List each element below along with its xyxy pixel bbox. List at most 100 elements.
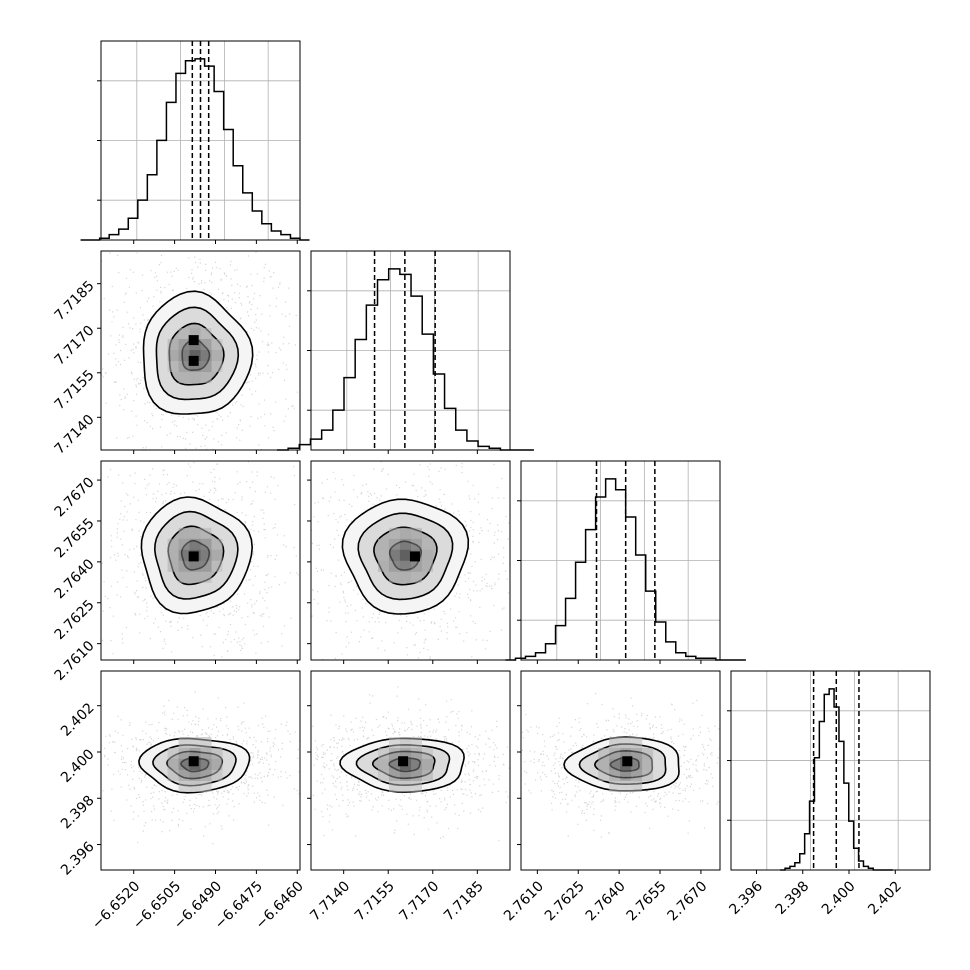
contour-line xyxy=(578,743,667,786)
density-cell xyxy=(410,527,422,539)
y-tick-label: 2.400 xyxy=(58,746,98,786)
density-cell xyxy=(178,571,190,583)
panel-contents xyxy=(311,686,510,842)
x-tick-label: 7.7155 xyxy=(352,878,398,924)
density-peak-cell xyxy=(188,355,199,366)
density-cell xyxy=(421,538,433,550)
density-cell xyxy=(388,747,400,759)
density-cell xyxy=(410,571,422,583)
panel-frame xyxy=(730,670,931,871)
density-peak-cell xyxy=(622,756,633,767)
density-cell xyxy=(631,780,643,792)
density-cell xyxy=(388,549,400,561)
density-cell xyxy=(167,538,179,550)
density-cell xyxy=(399,571,411,583)
x-tick-label: 2.7640 xyxy=(583,878,629,924)
panel-contents xyxy=(101,461,299,660)
density-cell xyxy=(200,538,212,550)
histogram-panel-p2 xyxy=(505,460,746,664)
x-tick-label: 2.7655 xyxy=(624,878,670,924)
density-cell xyxy=(178,339,190,351)
density-cell xyxy=(609,780,621,792)
density-cell xyxy=(167,339,179,351)
density-cell xyxy=(211,339,223,351)
density-cell xyxy=(399,560,411,572)
density-cell xyxy=(189,769,201,781)
x-tick-label: 2.396 xyxy=(726,878,766,918)
density-cell xyxy=(200,549,212,561)
density-cell xyxy=(388,758,400,770)
contour-line xyxy=(357,512,454,601)
y-tick-label: 2.7625 xyxy=(52,597,98,643)
density-cell xyxy=(399,736,411,748)
density-cell xyxy=(620,747,632,759)
density-cell xyxy=(189,361,201,373)
density-cell xyxy=(620,769,632,781)
x-tick-label: 2.7670 xyxy=(665,878,711,924)
y-tick-label: 2.398 xyxy=(58,793,98,833)
y-tick-label: 2.396 xyxy=(58,839,98,879)
density-cell xyxy=(631,769,643,781)
density-cell xyxy=(631,758,643,770)
panel-contents xyxy=(101,251,298,450)
y-tick-label: 7.7170 xyxy=(52,323,98,369)
density-cell xyxy=(620,780,632,792)
density-cell xyxy=(410,780,422,792)
density-cell xyxy=(421,560,433,572)
x-tick-label: 2.7625 xyxy=(542,878,588,924)
density-cell xyxy=(421,758,433,770)
x-tick-label: 7.7185 xyxy=(441,878,487,924)
density-cell xyxy=(377,549,389,561)
density-cell xyxy=(377,747,389,759)
contour-line xyxy=(142,290,254,415)
density-cell xyxy=(200,747,212,759)
contour-line xyxy=(153,510,239,600)
density-cell xyxy=(410,736,422,748)
contour-line xyxy=(152,744,237,787)
density-cell xyxy=(200,527,212,539)
y-tick-label: 7.7185 xyxy=(52,278,98,324)
density-cell xyxy=(598,747,610,759)
density-cell xyxy=(200,372,212,384)
density-cell xyxy=(388,538,400,550)
y-tick-label: 2.7655 xyxy=(52,515,98,561)
density-cell xyxy=(189,328,201,340)
density-cell xyxy=(642,747,654,759)
density-cell xyxy=(178,736,190,748)
density-peak-cell xyxy=(188,335,199,346)
density-cell xyxy=(200,769,212,781)
density-cell xyxy=(200,571,212,583)
panel-frame xyxy=(100,460,301,661)
density-cell xyxy=(200,780,212,792)
density-cell xyxy=(598,769,610,781)
density-cell xyxy=(388,780,400,792)
panel-frame xyxy=(310,670,511,871)
density-cell xyxy=(410,769,422,781)
density-cell xyxy=(211,758,223,770)
density-cell xyxy=(388,527,400,539)
density-cell xyxy=(410,560,422,572)
density-cell xyxy=(178,361,190,373)
density-cell xyxy=(377,538,389,550)
density-cell xyxy=(609,736,621,748)
density-cell xyxy=(200,758,212,770)
density-peak-cell xyxy=(188,551,199,562)
density-cell xyxy=(421,549,433,561)
density-cell xyxy=(609,769,621,781)
x-tick-label: 2.398 xyxy=(773,878,813,918)
density-peak-cell xyxy=(398,756,409,767)
density-cell xyxy=(167,350,179,362)
density-cell xyxy=(598,758,610,770)
x-tick-label: 2.7610 xyxy=(501,878,547,924)
density-cell xyxy=(399,747,411,759)
density-cell xyxy=(167,747,179,759)
density-cell xyxy=(410,758,422,770)
density-cell xyxy=(167,758,179,770)
density-cell xyxy=(211,538,223,550)
density-cell xyxy=(410,538,422,550)
density-cell xyxy=(609,758,621,770)
density-cell xyxy=(388,736,400,748)
density-cell xyxy=(211,769,223,781)
density-cell xyxy=(399,527,411,539)
density-cell xyxy=(642,769,654,781)
